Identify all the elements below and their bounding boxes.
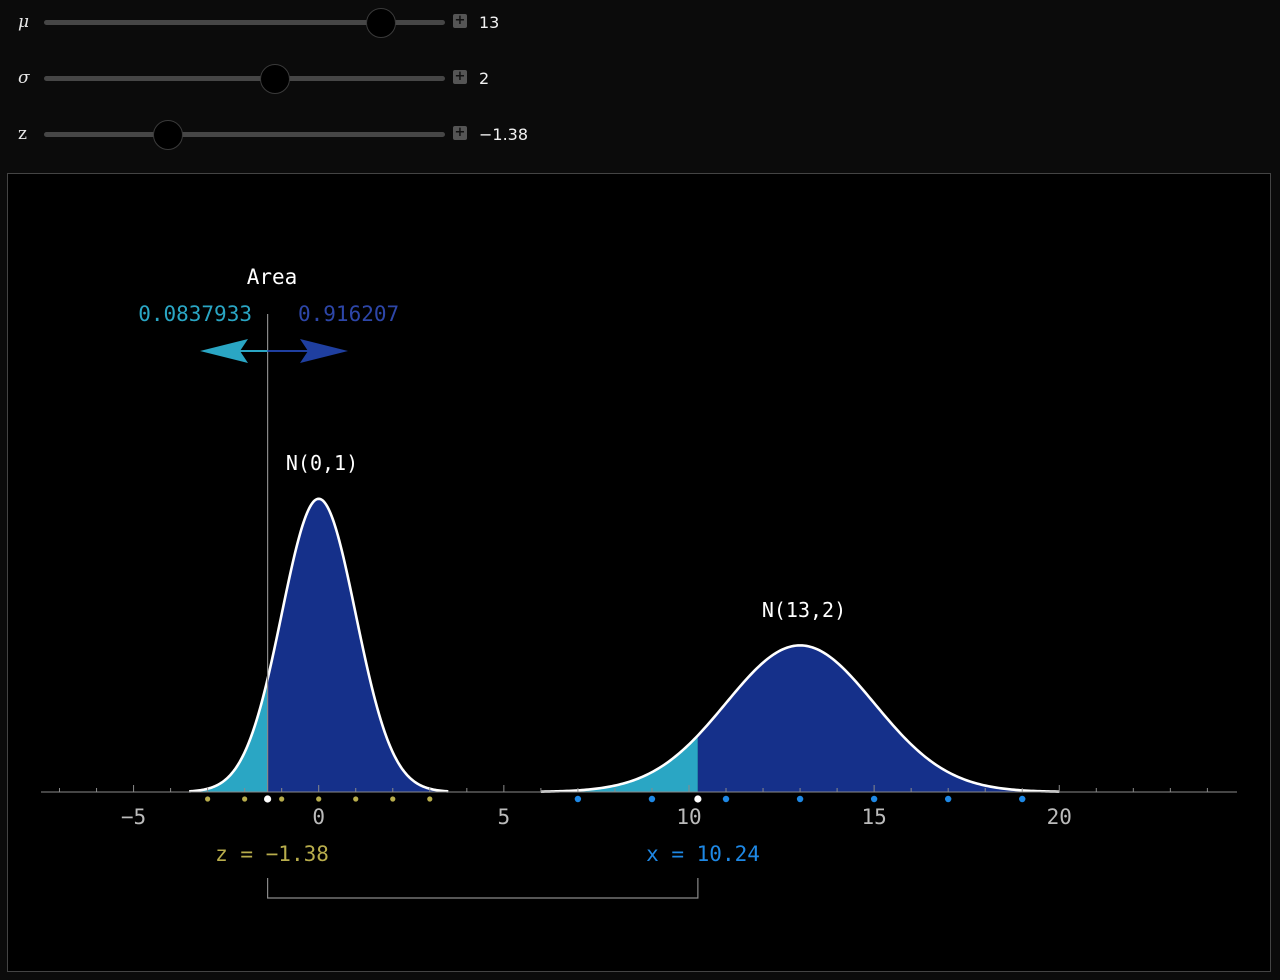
x-tick-label: 15	[861, 805, 886, 829]
z-expand-icon[interactable]: +	[453, 125, 467, 140]
density-curve-1	[540, 644, 1060, 793]
z-unit-dot	[242, 796, 248, 802]
area-right-value: 0.916207	[298, 302, 399, 326]
x-tick-label: 0	[312, 805, 325, 829]
z-unit-dot	[316, 796, 322, 802]
x-unit-dot	[1019, 795, 1026, 803]
z-unit-dot	[353, 796, 359, 802]
z-marker-dot	[264, 795, 272, 803]
z-label: z	[18, 124, 27, 144]
z-slider-thumb[interactable]	[153, 120, 184, 150]
mu-slider-track[interactable]	[44, 20, 445, 25]
mu-slider-row: μ + 13	[0, 2, 600, 42]
standard-normal-label: N(0,1)	[286, 451, 358, 475]
left-tail-area-0	[189, 678, 268, 792]
z-value: −1.38	[479, 125, 529, 144]
x-unit-dot	[944, 795, 952, 803]
sigma-label: σ	[18, 68, 30, 88]
z-unit-dot	[205, 796, 211, 802]
x-tick-label: 10	[676, 805, 701, 829]
plot-svg: −5 0 5 10 15 20 Area 0.0837933 0.916207 N(0,1…	[41, 265, 1237, 899]
z-value-label: z = −1.38	[215, 842, 329, 866]
mu-value: 13	[479, 13, 500, 32]
mu-slider-thumb[interactable]	[365, 8, 396, 38]
x-unit-dot	[722, 795, 730, 803]
z-x-bracket	[267, 878, 699, 899]
mu-expand-icon[interactable]: +	[453, 13, 467, 28]
x-unit-dot	[870, 795, 878, 803]
x-unit-dot	[796, 795, 804, 803]
sigma-slider-row: σ + 2	[0, 58, 600, 98]
z-slider-track[interactable]	[44, 132, 445, 137]
right-tail-area-0	[267, 498, 449, 792]
area-left-value: 0.0837933	[138, 302, 252, 326]
z-slider-row: z + −1.38	[0, 114, 600, 154]
right-arrow-head	[300, 339, 348, 363]
x-value-label: x = 10.24	[646, 842, 760, 866]
x-tick-label: 20	[1047, 805, 1072, 829]
x-marker-dot	[694, 795, 702, 803]
area-title: Area	[247, 265, 298, 289]
z-unit-dot	[390, 796, 396, 802]
mu-label: μ	[18, 12, 30, 32]
right-tail-area-1	[697, 645, 1060, 792]
x-unit-dot	[648, 795, 656, 803]
scaled-normal-label: N(13,2)	[762, 598, 846, 622]
sigma-expand-icon[interactable]: +	[453, 69, 467, 84]
z-unit-dot	[427, 796, 433, 802]
z-unit-dot	[279, 796, 285, 802]
sigma-value: 2	[479, 69, 490, 88]
sigma-slider-track[interactable]	[44, 76, 445, 81]
left-tail-area-1	[540, 735, 698, 792]
sigma-slider-thumb[interactable]	[259, 64, 290, 94]
x-unit-dot	[574, 795, 582, 803]
density-curve-0	[189, 497, 449, 793]
left-arrow-head	[200, 339, 248, 363]
x-tick-label: −5	[121, 805, 146, 829]
normal-distribution-plot: −5 0 5 10 15 20 Area 0.0837933 0.916207 N(0,1…	[7, 173, 1271, 972]
x-tick-label: 5	[498, 805, 511, 829]
